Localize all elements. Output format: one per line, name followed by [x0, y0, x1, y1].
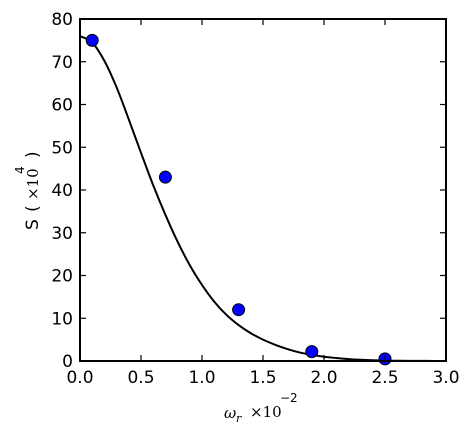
- y-axis-exponent: 4: [13, 166, 27, 174]
- axis-ticks: [79, 18, 447, 362]
- data-point: [305, 345, 319, 359]
- y-tick-label: 50: [51, 138, 73, 158]
- y-tick-label: 10: [51, 309, 73, 329]
- tick-labels: 0.0 0.5 1.0 1.5 2.0 2.5 3.0 0 10 20 30 40 50 60 70 80: [51, 10, 459, 388]
- x-tick-label: 0.5: [127, 368, 154, 388]
- plot-frame: [79, 18, 447, 362]
- x-tick-label: 2.5: [371, 368, 398, 388]
- y-tick-label: 0: [62, 352, 73, 372]
- y-tick-label: 60: [51, 96, 73, 116]
- y-tick-label: 20: [51, 267, 73, 287]
- x-tick-label: 3.0: [432, 368, 459, 388]
- y-tick-label: 80: [51, 10, 73, 30]
- y-axis-close-paren: ): [23, 151, 43, 158]
- data-point: [158, 170, 172, 184]
- y-axis-label: S ( ×10 4 ): [13, 151, 43, 230]
- x-axis-exponent: −2: [280, 391, 298, 405]
- fit-curve: [79, 35, 447, 362]
- x-axis-subscript: r: [236, 412, 242, 425]
- x-tick-label: 0.0: [66, 368, 93, 388]
- x-tick-label: 2.0: [310, 368, 337, 388]
- y-axis-open-paren: (: [23, 205, 43, 212]
- y-tick-label: 30: [51, 224, 73, 244]
- x-axis-label: ω r ×10 −2: [224, 391, 298, 425]
- y-axis-symbol: S: [23, 219, 43, 230]
- x-tick-label: 1.0: [188, 368, 215, 388]
- x-axis-multiplier: ×10: [250, 403, 282, 421]
- y-tick-label: 70: [51, 53, 73, 73]
- y-tick-label: 40: [51, 181, 73, 201]
- plot-area: [79, 18, 447, 366]
- data-point: [85, 33, 99, 47]
- y-axis-multiplier: ×10: [24, 168, 42, 200]
- data-point: [232, 303, 246, 317]
- x-axis-symbol: ω: [224, 404, 236, 422]
- x-tick-label: 1.5: [249, 368, 276, 388]
